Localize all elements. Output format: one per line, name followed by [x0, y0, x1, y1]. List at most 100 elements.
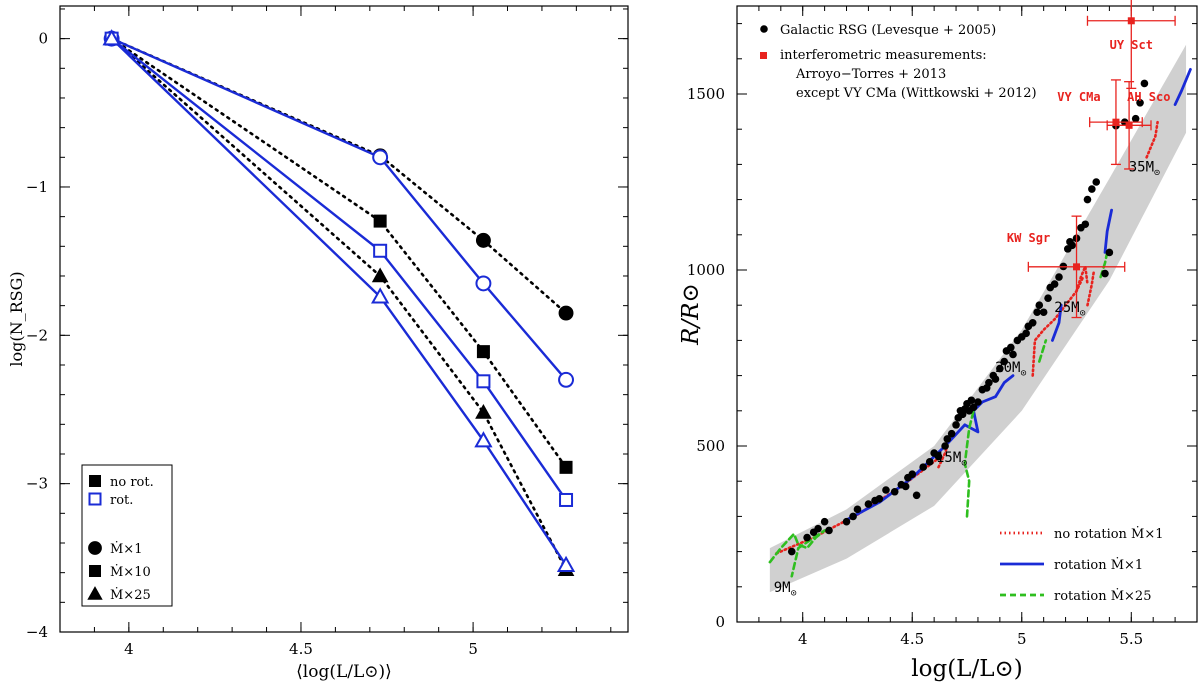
right-mass-label: 25M⊙ [1054, 300, 1085, 319]
right-galactic-rsg-point [901, 482, 910, 491]
left-series-point [475, 403, 492, 419]
left-legend-marker [89, 475, 101, 487]
right-legend-marker [760, 25, 768, 33]
right-galactic-rsg-point [934, 452, 943, 461]
right-x-tick-label: 4.5 [900, 630, 924, 648]
left-series-point [373, 243, 388, 258]
right-model-band [769, 44, 1187, 593]
right-galactic-rsg-point [1009, 350, 1017, 359]
right-galactic-rsg-point [919, 463, 927, 471]
right-y-tick-label: 0 [715, 613, 725, 631]
left-x-axis-label: ⟨log(L/L⊙)⟩ [296, 662, 392, 682]
right-galactic-rsg-point [1068, 241, 1076, 250]
right-star-label: KW Sgr [1007, 231, 1050, 245]
right-track-rotation [1103, 208, 1113, 254]
right-galactic-rsg-point [991, 375, 1000, 383]
right-galactic-rsg-point [842, 517, 851, 526]
right-y-tick-label: 1000 [687, 261, 725, 279]
right-galactic-rsg-point [943, 435, 952, 443]
right-galactic-rsg-point [814, 524, 822, 533]
right-track-rotation [1051, 303, 1063, 342]
right-galactic-rsg-point [1007, 343, 1015, 352]
left-y-tick-label: −1 [26, 178, 48, 196]
right-star-label: AH Sco [1127, 90, 1170, 104]
right-galactic-rsg-point [1050, 280, 1059, 288]
right-track-rotation [1173, 67, 1192, 106]
right-galactic-rsg-point [864, 500, 873, 508]
right-x-tick-label: 4 [798, 630, 808, 648]
right-galactic-rsg-point [875, 495, 884, 503]
right-galactic-rsg-point [925, 458, 934, 466]
right-track-no-rotation [1075, 265, 1089, 293]
right-track-no-rotation [1145, 120, 1159, 159]
left-series-line [110, 37, 568, 382]
left-series-point [556, 555, 576, 573]
right-x-axis-label: log(L/L⊙) [911, 656, 1022, 682]
right-galactic-rsg-point [849, 512, 857, 521]
right-galactic-rsg-point [1028, 319, 1037, 327]
right-track-rotation-mdot25 [963, 409, 975, 518]
right-galactic-rsg-point [1131, 114, 1140, 123]
left-series-point [474, 431, 493, 448]
right-galactic-rsg-point [803, 533, 811, 542]
right-legend-label: rotation Ṁ×25 [1054, 587, 1151, 604]
right-y-axis-label: R/R⊙ [678, 283, 704, 346]
right-mass-label-sun: ⊙ [1080, 308, 1086, 319]
right-galactic-rsg-point [974, 398, 982, 406]
left-legend-marker [87, 586, 103, 600]
right-mass-label: 15M⊙ [936, 450, 967, 469]
left-series-line [110, 37, 568, 571]
right-galactic-rsg-point [908, 470, 917, 478]
right-legend-label: Arroyo−Torres + 2013 [795, 67, 946, 82]
left-y-tick-label: −3 [26, 475, 48, 493]
right-interferometric-point [1127, 17, 1135, 25]
right-galactic-rsg-point [985, 378, 993, 387]
left-series-point [102, 29, 121, 46]
right-track-no-rotation [1086, 268, 1096, 307]
right-galactic-rsg-point [1140, 79, 1149, 88]
left-y-tick-label: −4 [26, 623, 48, 641]
left-series-line [110, 37, 568, 502]
right-mass-label-sun: ⊙ [1020, 368, 1026, 379]
left-legend-label: no rot. [110, 475, 154, 490]
right-track-rotation-mdot25 [768, 529, 826, 578]
right-galactic-rsg-point [1044, 294, 1052, 302]
left-series-point [476, 374, 491, 389]
left-legend-label: Ṁ×1 [110, 540, 142, 557]
left-legend-label: Ṁ×10 [110, 563, 151, 580]
right-mass-label: 9M⊙ [774, 580, 797, 599]
left-legend-label: Ṁ×25 [110, 586, 151, 603]
right-legend-label: no rotation Ṁ×1 [1054, 525, 1164, 542]
left-series-line [110, 37, 568, 567]
left-legend-marker [89, 565, 101, 577]
left-y-tick-label: −2 [26, 326, 48, 344]
right-mass-label-sun: ⊙ [791, 588, 797, 599]
right-galactic-rsg-point [912, 491, 921, 500]
right-interferometric-point [1125, 121, 1133, 129]
right-galactic-rsg-point [1039, 308, 1048, 317]
right-track-rotation [963, 374, 1015, 434]
right-galactic-rsg-point [1033, 308, 1041, 317]
right-galactic-rsg-point [1101, 269, 1109, 278]
right-track-rotation-mdot25 [1037, 339, 1048, 363]
right-galactic-rsg-point [1055, 273, 1063, 281]
right-galactic-rsg-point [947, 429, 956, 438]
right-x-tick-label: 5.5 [1119, 630, 1143, 648]
left-series-point [373, 214, 387, 228]
right-mass-label-sun: ⊙ [1154, 167, 1160, 178]
right-galactic-rsg-point [1000, 357, 1009, 366]
right-galactic-rsg-point [1022, 329, 1030, 338]
left-series-point [558, 371, 574, 388]
left-x-tick-label: 5 [468, 640, 478, 658]
right-legend-marker [760, 52, 767, 59]
left-series-point [372, 149, 389, 166]
right-galactic-rsg-point [1105, 248, 1114, 257]
right-galactic-rsg-point [787, 547, 796, 556]
right-y-tick-label: 500 [696, 437, 725, 455]
right-galactic-rsg-point [967, 396, 976, 405]
right-star-label: VY CMa [1057, 90, 1100, 104]
left-series-point [475, 232, 491, 248]
right-galactic-rsg-point [882, 486, 890, 494]
right-legend-label: except VY CMa (Wittkowski + 2012) [796, 86, 1037, 101]
